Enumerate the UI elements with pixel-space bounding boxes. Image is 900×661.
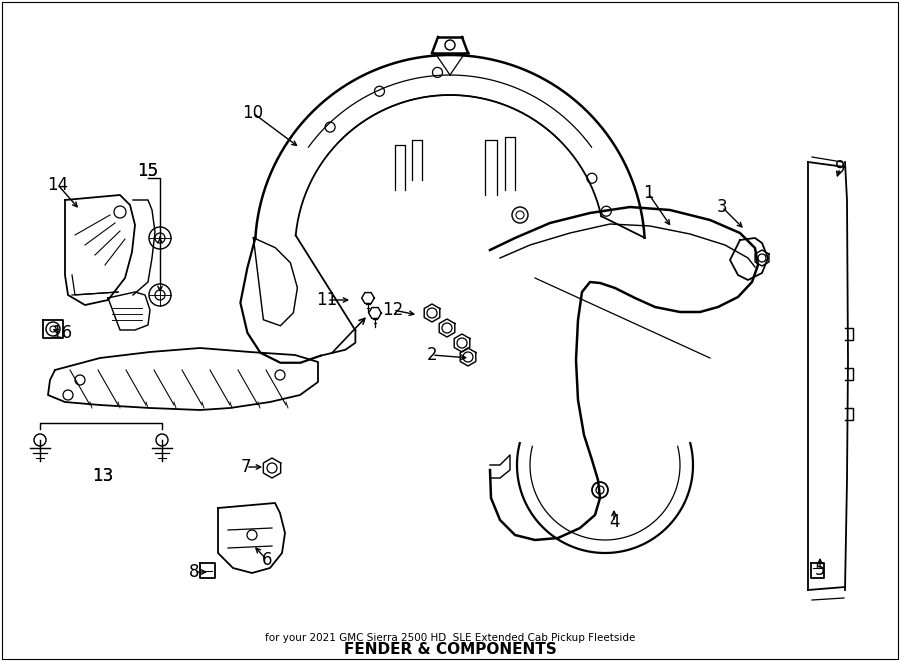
Text: 4: 4 xyxy=(608,513,619,531)
Text: 7: 7 xyxy=(241,458,251,476)
Text: for your 2021 GMC Sierra 2500 HD  SLE Extended Cab Pickup Fleetside: for your 2021 GMC Sierra 2500 HD SLE Ext… xyxy=(265,633,635,643)
Text: 1: 1 xyxy=(643,184,653,202)
Text: 16: 16 xyxy=(51,324,73,342)
Text: 10: 10 xyxy=(242,104,264,122)
Text: 6: 6 xyxy=(262,551,272,569)
Text: 12: 12 xyxy=(382,301,403,319)
Text: 13: 13 xyxy=(93,467,113,485)
Text: 11: 11 xyxy=(317,291,338,309)
Text: 14: 14 xyxy=(48,176,68,194)
Text: FENDER & COMPONENTS: FENDER & COMPONENTS xyxy=(344,642,556,658)
Text: 13: 13 xyxy=(93,467,113,485)
Text: 9: 9 xyxy=(835,159,845,177)
Text: 2: 2 xyxy=(427,346,437,364)
Text: 15: 15 xyxy=(138,162,158,180)
Text: 8: 8 xyxy=(189,563,199,581)
Text: 5: 5 xyxy=(814,561,825,579)
Text: 15: 15 xyxy=(138,162,158,180)
Text: 3: 3 xyxy=(716,198,727,216)
